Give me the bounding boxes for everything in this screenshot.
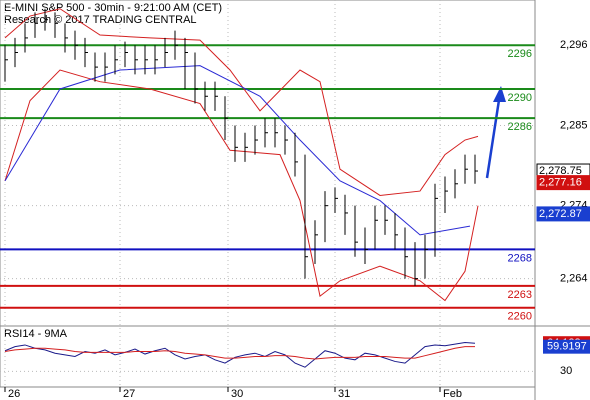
x-tick-label: 27	[123, 388, 135, 400]
x-tick-label: 31	[338, 388, 350, 400]
rsi-line	[4, 346, 476, 360]
price-marker	[536, 175, 590, 191]
y-tick-label: 30	[560, 365, 572, 377]
plot-frame	[0, 0, 536, 388]
rsi-marker-label: 59.9197	[547, 341, 587, 353]
level-label: 2263	[508, 289, 532, 301]
level-label: 2290	[508, 92, 532, 104]
rsi-marker	[543, 339, 590, 354]
y-tick-label: 2,264	[560, 273, 588, 285]
overlay-line	[4, 65, 471, 236]
price-marker-label: 2,278.75	[539, 165, 582, 177]
level-label: 2268	[508, 252, 532, 264]
price-marker-label: 2,272.87	[539, 208, 582, 220]
rsi-title: RSI14 - 9MA	[4, 328, 68, 340]
overlay-line	[4, 8, 479, 196]
x-tick-label: 30	[231, 388, 243, 400]
chart-title: E-MINI S&P 500 - 30min - 9:21:00 AM (CET…	[4, 2, 222, 14]
level-label: 2296	[508, 48, 532, 60]
y-tick-label: 2,285	[560, 119, 588, 131]
x-tick-label: 26	[8, 388, 20, 400]
price-marker-label: 2,277.16	[539, 177, 582, 189]
price-marker	[536, 206, 590, 222]
chart-subtitle: Research © 2017 TRADING CENTRAL	[4, 14, 197, 26]
overlay-line	[4, 69, 479, 302]
y-tick-label: 2,296	[560, 39, 588, 51]
level-label: 2286	[508, 121, 532, 133]
forecast-arrow	[485, 86, 506, 179]
level-label: 2260	[508, 311, 532, 323]
x-tick-label: Feb	[443, 388, 462, 400]
